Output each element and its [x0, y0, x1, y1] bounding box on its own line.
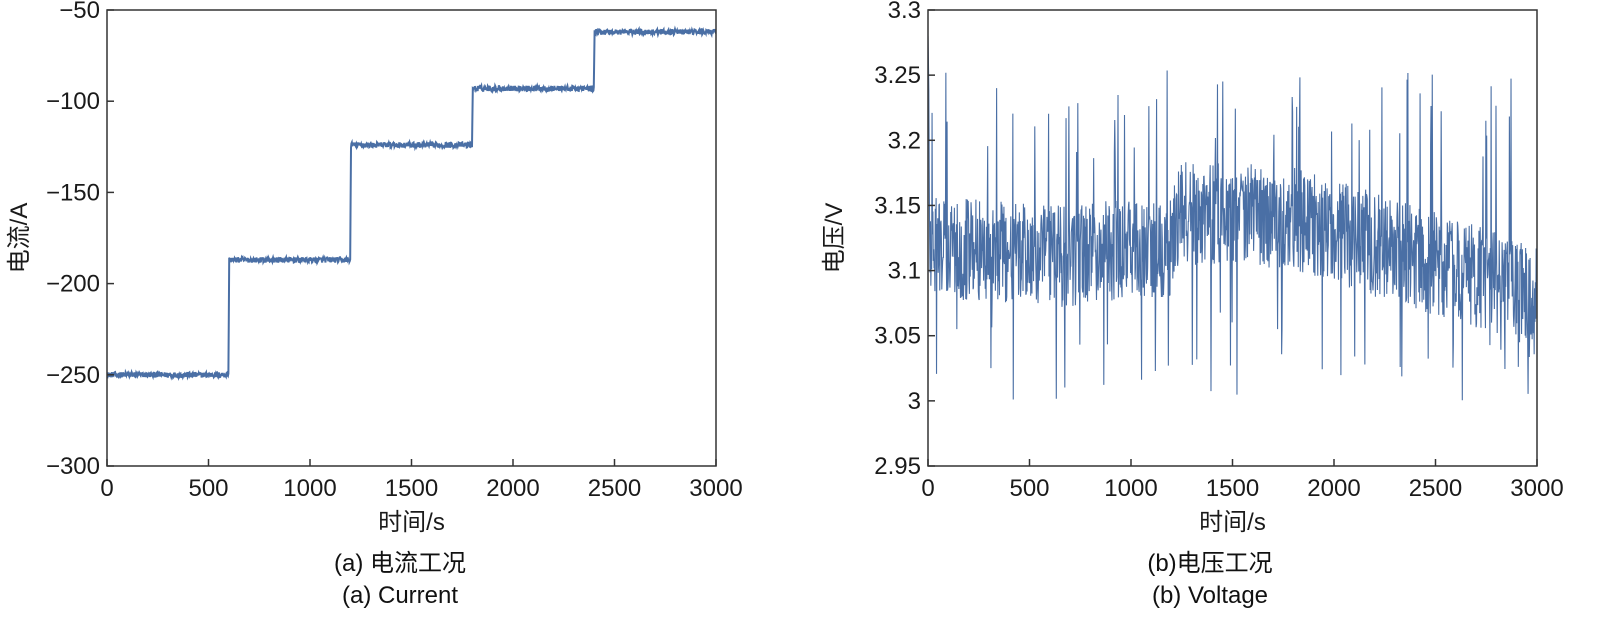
chart-panel-voltage: 0 500 1000 1500 2000 2500 3000 2.95 3 3.05 3.1 3.15… — [810, 0, 1610, 628]
y-axis-title: 电流/A — [6, 203, 33, 274]
x-axis-title: 时间/s — [378, 509, 445, 536]
x-tick-label: 1500 — [385, 475, 438, 502]
y-tick-label: 3.25 — [874, 62, 921, 89]
y-tick-label: 3.1 — [888, 258, 921, 285]
x-tick-label: 1000 — [283, 475, 336, 502]
plot-frame — [106, 9, 717, 467]
chart-panel-current: 0 500 1000 1500 2000 2500 3000 −300 −250 −200 −150… — [0, 0, 800, 628]
caption-cn-voltage: (b)电压工况 — [1147, 550, 1273, 577]
x-tick-label: 3000 — [1510, 475, 1563, 502]
x-tick-label: 2500 — [588, 475, 641, 502]
x-tick-label: 500 — [188, 475, 228, 502]
x-tick-label: 500 — [1009, 475, 1049, 502]
y-tick-label: −300 — [46, 453, 100, 480]
x-tick-label: 0 — [100, 475, 113, 502]
caption-en-voltage: (b) Voltage — [1151, 582, 1269, 609]
x-tick-label: 1500 — [1206, 475, 1259, 502]
current-chart: 0 500 1000 1500 2000 2500 3000 −300 −250 −200 −150… — [6, 0, 743, 536]
y-tick-label: 3.05 — [874, 323, 921, 350]
x-tick-label: 2000 — [486, 475, 539, 502]
y-tick-label: −100 — [46, 88, 100, 115]
series-line — [928, 36, 1537, 401]
series-line — [107, 25, 716, 381]
y-tick-label: −200 — [46, 271, 100, 298]
x-tick-label: 3000 — [689, 475, 742, 502]
y-tick-label: 2.95 — [874, 453, 921, 480]
y-tick-label: 3.15 — [874, 192, 921, 219]
x-tick-label: 2000 — [1307, 475, 1360, 502]
y-tick-label: −50 — [59, 0, 100, 24]
x-tick-label: 0 — [921, 475, 934, 502]
x-axis-title: 时间/s — [1199, 509, 1266, 536]
y-tick-label: −250 — [46, 362, 100, 389]
caption-cn-current: (a) 电流工况 — [334, 550, 466, 577]
y-tick-label: 3.3 — [888, 0, 921, 24]
caption-en-current: (a) Current — [341, 582, 459, 609]
y-tick-label: 3.2 — [888, 127, 921, 154]
x-tick-label: 2500 — [1409, 475, 1462, 502]
y-axis-title: 电压/V — [821, 203, 848, 274]
x-tick-label: 1000 — [1104, 475, 1157, 502]
voltage-chart: 0 500 1000 1500 2000 2500 3000 2.95 3 3.05 3.1 3.15… — [821, 0, 1564, 536]
y-tick-label: −150 — [46, 179, 100, 206]
y-tick-label: 3 — [908, 388, 921, 415]
